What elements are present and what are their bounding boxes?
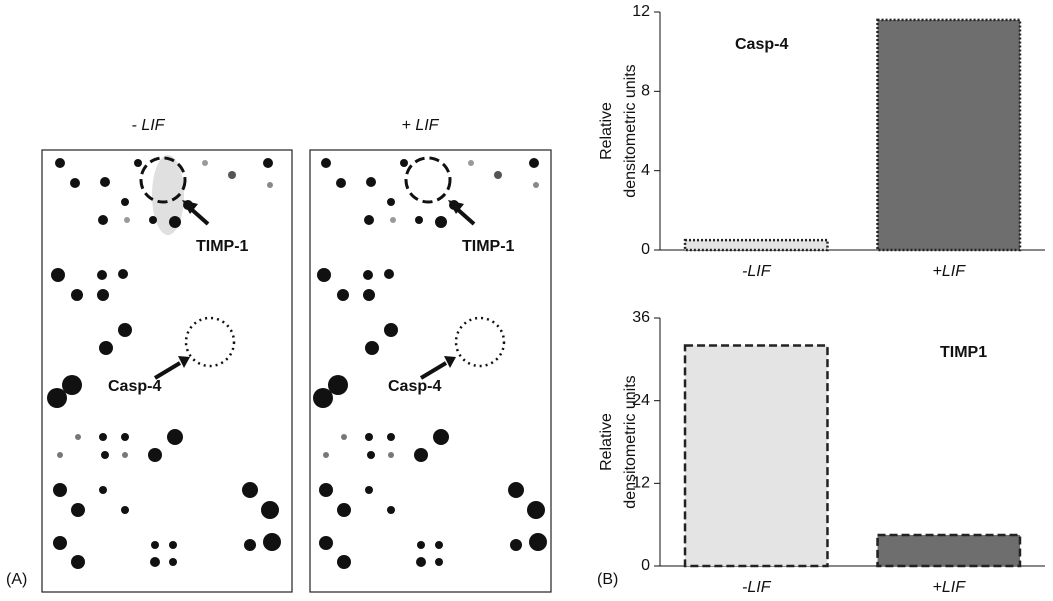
blot-frame bbox=[41, 149, 293, 593]
bar bbox=[876, 533, 1022, 568]
y-axis-label: densitometric units bbox=[622, 64, 639, 197]
chart-title: Casp-4 bbox=[735, 36, 788, 53]
y-tick-label: 36 bbox=[632, 309, 650, 326]
bar bbox=[683, 238, 829, 252]
y-tick-label: 4 bbox=[641, 162, 650, 179]
bar bbox=[683, 344, 829, 568]
highlight-circle bbox=[184, 316, 236, 368]
annotation: TIMP-1 bbox=[462, 238, 515, 255]
annotation: TIMP-1 bbox=[196, 238, 249, 255]
y-axis-label: Relative bbox=[598, 413, 615, 471]
y-tick-label: 12 bbox=[632, 475, 650, 492]
annotation: Casp-4 bbox=[108, 378, 161, 395]
highlight-circle bbox=[139, 156, 187, 204]
blot-smear bbox=[152, 155, 184, 235]
x-tick-label: -LIF bbox=[742, 579, 772, 596]
y-tick-label: 0 bbox=[641, 557, 650, 574]
chart-title: TIMP1 bbox=[940, 344, 987, 361]
x-tick-label: +LIF bbox=[933, 263, 967, 280]
panel-label: (B) bbox=[597, 571, 618, 588]
x-tick-label: +LIF bbox=[933, 579, 967, 596]
y-axis-label: Relative bbox=[598, 102, 615, 160]
y-tick-label: 0 bbox=[641, 241, 650, 258]
condition-label: + LIF bbox=[402, 117, 440, 134]
y-tick-label: 12 bbox=[632, 3, 650, 20]
blot-dots bbox=[313, 158, 547, 569]
y-axis-label: densitometric units bbox=[622, 375, 639, 508]
condition-label: - LIF bbox=[132, 117, 166, 134]
arrows bbox=[153, 200, 476, 380]
highlight-circle bbox=[454, 316, 506, 368]
blot-frame bbox=[309, 149, 552, 593]
y-tick-label: 24 bbox=[632, 392, 650, 409]
bar bbox=[876, 18, 1022, 252]
highlight-circle bbox=[404, 156, 452, 204]
annotation: Casp-4 bbox=[388, 378, 441, 395]
panel-label: (A) bbox=[6, 571, 27, 588]
y-tick-label: 8 bbox=[641, 83, 650, 100]
x-tick-label: -LIF bbox=[742, 263, 772, 280]
